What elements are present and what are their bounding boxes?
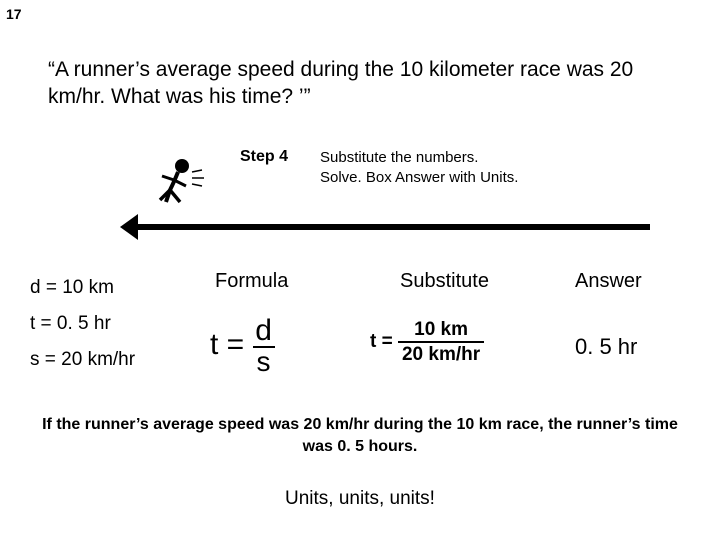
step-description: Substitute the numbers. Solve. Box Answe… [320,148,518,187]
sub-fraction: 10 km 20 km/hr [398,320,484,364]
conclusion-text: If the runner’s average speed was 20 km/… [30,414,690,457]
answer-value: 0. 5 hr [575,334,637,360]
header-answer: Answer [575,270,642,293]
step-label: Step 4 [240,148,288,166]
formula-denominator: s [253,346,275,376]
given-values: d = 10 km t = 0. 5 hr s = 20 km/hr [30,270,135,378]
problem-statement: “A runner’s average speed during the 10 … [48,56,680,111]
formula-lhs: t = [210,328,244,361]
step-desc-line2: Solve. Box Answer with Units. [320,169,518,186]
substitution-equation: t = 10 km 20 km/hr [370,320,484,364]
step-desc-line1: Substitute the numbers. [320,149,478,166]
given-d: d = 10 km [30,270,135,306]
given-t: t = 0. 5 hr [30,306,135,342]
sub-denominator: 20 km/hr [398,341,484,364]
runner-icon [148,156,208,217]
formula-equation: t = d s [210,316,275,376]
slide-number: 17 [6,6,22,22]
formula-numerator: d [253,316,275,346]
sub-lhs: t = [370,331,393,352]
header-substitute: Substitute [400,270,489,293]
header-formula: Formula [215,270,288,293]
formula-fraction: d s [253,316,275,376]
units-reminder: Units, units, units! [0,488,720,510]
given-s: s = 20 km/hr [30,342,135,378]
arrow-line [130,224,650,230]
sub-numerator: 10 km [398,320,484,341]
